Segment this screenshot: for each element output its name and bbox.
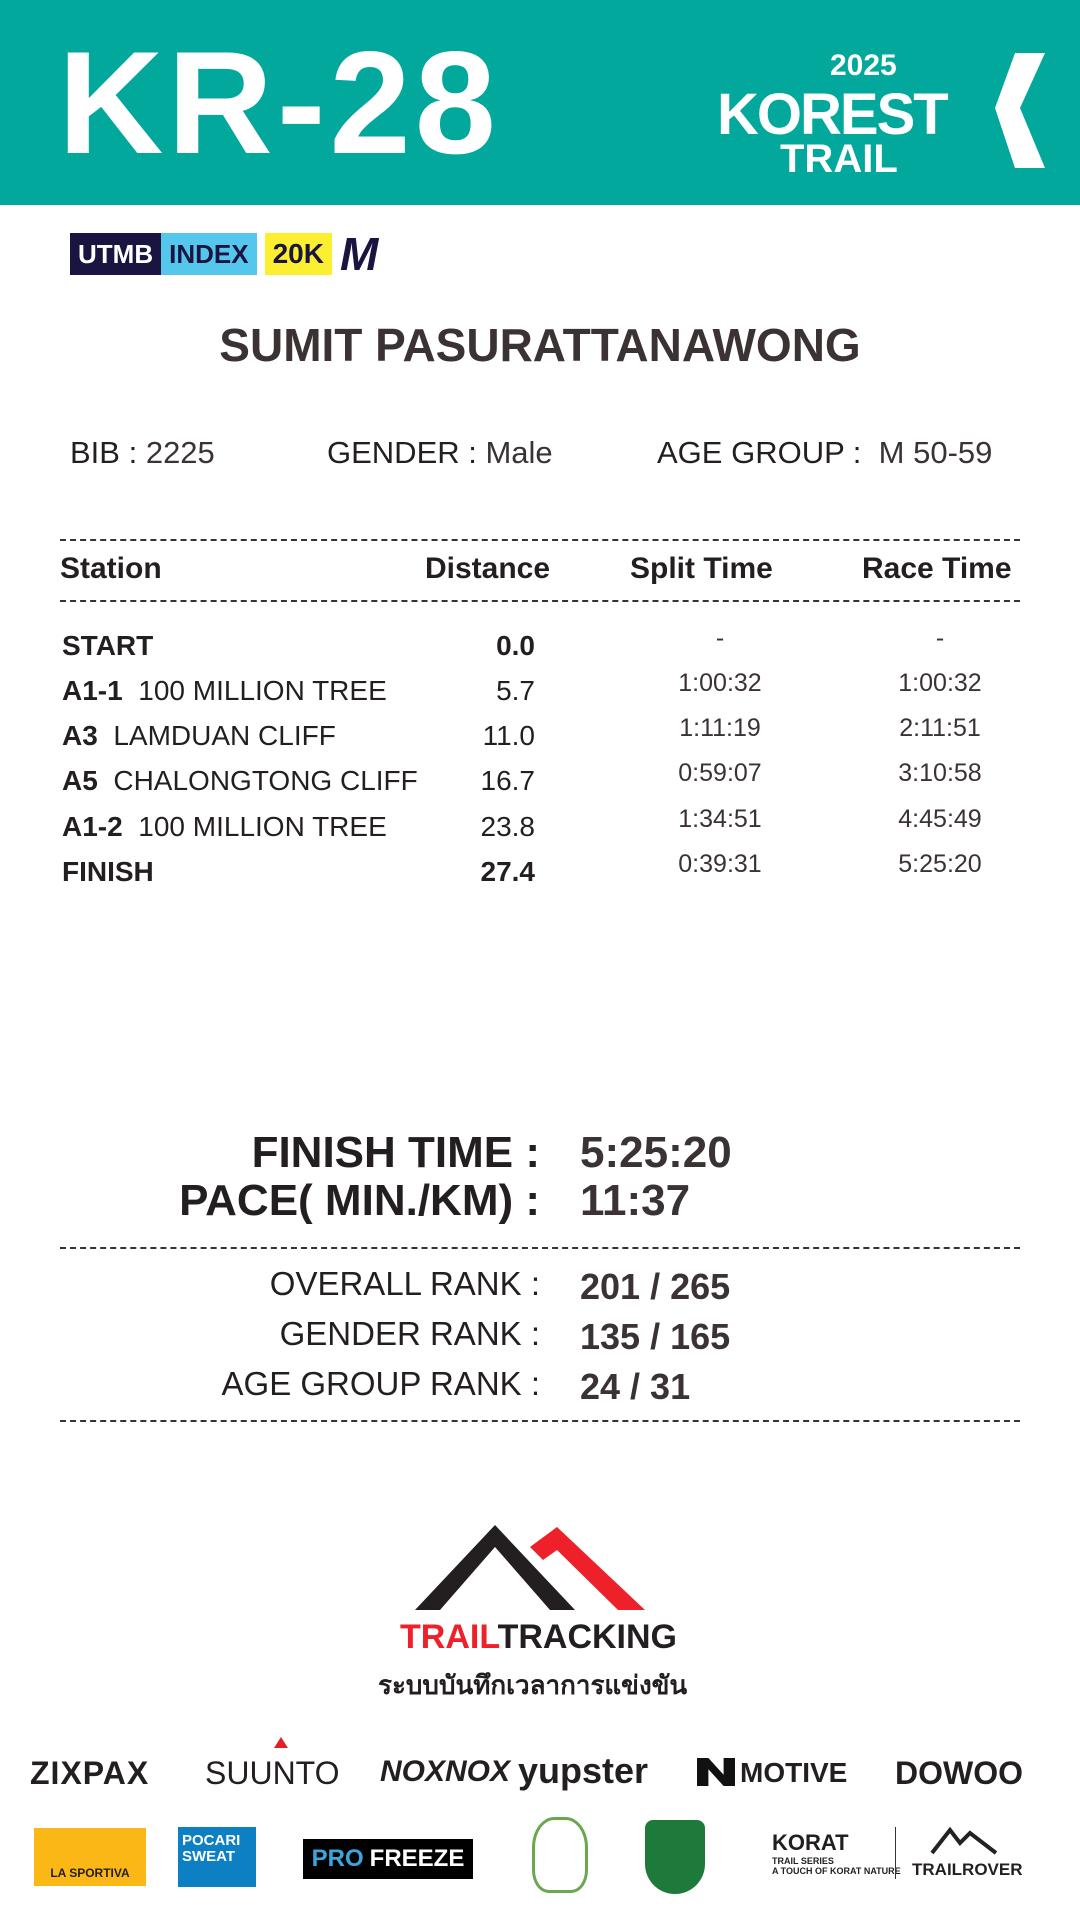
- trailrover-mountain-icon: [930, 1826, 998, 1855]
- divider: [60, 1420, 1020, 1422]
- age-group-info: AGE GROUP : M 50-59: [657, 435, 993, 470]
- split-time: 0:39:31: [678, 850, 762, 878]
- trailtracking-mountain-icon: [415, 1525, 645, 1610]
- korest-trail-logo: 2025 KOREST TRAIL: [715, 45, 1045, 181]
- national-park-emblem: [645, 1820, 705, 1894]
- pace-label: PACE( MIN./KM) :: [179, 1176, 540, 1225]
- race-time: 4:45:49: [898, 805, 982, 833]
- distance: 0.0: [496, 630, 535, 661]
- sponsor-korat-trail: KORAT TRAIL SERIES A TOUCH OF KORAT NATURE: [772, 1830, 901, 1876]
- race-time: -: [935, 624, 945, 652]
- col-split-time: Split Time: [630, 552, 773, 585]
- distance: 16.7: [480, 765, 536, 796]
- sponsor-motive: MOTIVE: [740, 1757, 848, 1788]
- finish-time-label: FINISH TIME :: [251, 1128, 540, 1177]
- age-rank-label: AGE GROUP RANK :: [221, 1365, 540, 1402]
- split-time: 1:11:19: [679, 714, 761, 742]
- sponsor-noxnox: NOXNOX: [380, 1755, 511, 1788]
- table-row: A1-1 100 MILLION TREE 5.7 1:00:32 1:00:3…: [0, 669, 1080, 715]
- station-name: FINISH: [62, 856, 154, 887]
- split-time: 0:59:07: [678, 759, 762, 787]
- station-name: A3 LAMDUAN CLIFF: [62, 720, 336, 751]
- race-time: 3:10:58: [898, 759, 982, 787]
- divider: [895, 1827, 896, 1879]
- station-name: A1-2 100 MILLION TREE: [62, 811, 387, 842]
- header-banner: [0, 0, 1080, 205]
- overall-rank-label: OVERALL RANK :: [269, 1265, 540, 1302]
- sponsor-yupster: yupster: [518, 1750, 649, 1791]
- finish-time-value: 5:25:20: [580, 1128, 732, 1177]
- table-row: A1-2 100 MILLION TREE 23.8 1:34:51 4:45:…: [0, 805, 1080, 851]
- col-distance: Distance: [425, 552, 551, 585]
- table-row: FINISH 27.4 0:39:31 5:25:20: [0, 850, 1080, 896]
- gender-rank-value: 135 / 165: [580, 1316, 731, 1357]
- divider: [60, 1247, 1020, 1249]
- gender-info: GENDER : Male: [327, 435, 553, 470]
- gender-rank-label: GENDER RANK :: [279, 1315, 540, 1352]
- government-emblem: [532, 1817, 588, 1893]
- x-mark-icon: [995, 53, 1045, 168]
- distance: 5.7: [496, 675, 535, 706]
- split-time: -: [715, 624, 725, 652]
- race-time: 5:25:20: [898, 850, 982, 878]
- sponsor-pro-freeze: PRO FREEZE: [303, 1839, 473, 1879]
- utmb-index-badge: UTMB INDEX 20K M: [70, 228, 386, 280]
- age-rank-value: 24 / 31: [580, 1366, 691, 1407]
- col-race-time: Race Time: [862, 552, 1012, 585]
- sponsor-suunto: SUUNTO: [205, 1755, 340, 1791]
- sponsor-trailrover: TRAILROVER: [912, 1860, 1023, 1879]
- distance: 23.8: [480, 811, 536, 842]
- station-name: A5 CHALONGTONG CLIFF: [62, 765, 418, 796]
- race-time: 2:11:51: [899, 714, 981, 742]
- divider: [60, 539, 1020, 541]
- runner-name: SUMIT PASURATTANAWONG: [219, 319, 861, 371]
- overall-rank-value: 201 / 265: [580, 1266, 731, 1307]
- sponsor-la-sportiva: LA SPORTIVA: [34, 1828, 146, 1886]
- divider: [60, 600, 1020, 602]
- race-code: KR-28: [58, 21, 500, 184]
- sponsor-dowoo: DOWOO: [895, 1755, 1023, 1791]
- motive-icon: [697, 1758, 735, 1786]
- suunto-triangle-icon: [274, 1737, 288, 1748]
- trailtracking-wordmark: TRAILTRACKING: [400, 1618, 678, 1656]
- table-row: A5 CHALONGTONG CLIFF 16.7 0:59:07 3:10:5…: [0, 759, 1080, 805]
- race-time: 1:00:32: [898, 669, 982, 697]
- col-station: Station: [60, 552, 162, 585]
- table-row: A3 LAMDUAN CLIFF 11.0 1:11:19 2:11:51: [0, 714, 1080, 760]
- bib-info: BIB : 2225: [70, 435, 215, 470]
- pace-value: 11:37: [580, 1176, 691, 1225]
- sponsor-pocari-sweat: POCARI SWEAT: [178, 1827, 256, 1887]
- trailtracking-tagline: ระบบบันทึกเวลาการแข่งขัน: [378, 1671, 688, 1701]
- sponsor-zixpax: ZIXPAX: [30, 1755, 150, 1791]
- split-time: 1:00:32: [678, 669, 762, 697]
- distance: 11.0: [482, 720, 535, 751]
- distance: 27.4: [480, 856, 536, 887]
- station-name: START: [62, 630, 154, 661]
- station-name: A1-1 100 MILLION TREE: [62, 675, 387, 706]
- table-row: START 0.0 - -: [0, 624, 1080, 670]
- split-time: 1:34:51: [678, 805, 762, 833]
